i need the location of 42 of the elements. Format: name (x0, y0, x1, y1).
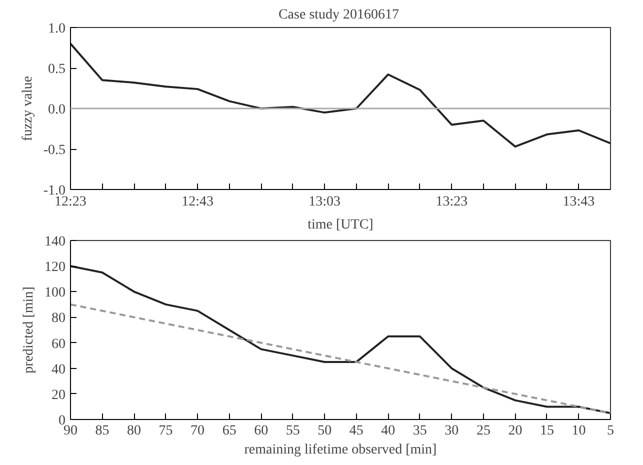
y-tick-label: 0.5 (48, 62, 66, 77)
x-tick-label: 80 (127, 424, 142, 438)
x-tick-label: 15 (540, 424, 554, 438)
line-series (70, 265, 610, 414)
x-tick-label: 10 (572, 424, 586, 438)
y-tick-label: 20 (52, 388, 66, 403)
y-tick-label: 0 (58, 414, 66, 428)
y-tick-label: 120 (44, 260, 66, 276)
y-tick-label: 1.0 (48, 22, 66, 36)
y-tick-label: 0.0 (48, 102, 66, 118)
x-tick-label: 12:23 (54, 194, 86, 210)
x-tick-label: 55 (286, 424, 300, 438)
x-tick-label: 50 (318, 424, 332, 438)
y-axis-title: fuzzy value (20, 76, 36, 141)
y-tick-label: 60 (52, 336, 66, 352)
x-tick-label: 5 (607, 424, 614, 438)
x-tick-label: 85 (95, 424, 110, 438)
x-tick-label: 13:23 (436, 194, 468, 210)
x-tick-label: 12:43 (182, 194, 214, 210)
x-tick-label: 13:43 (562, 194, 595, 210)
x-axis-title: time [UTC] (308, 218, 374, 232)
x-tick-label: 70 (190, 424, 205, 438)
line-series (70, 42, 610, 148)
x-axis-title: remaining lifetime observed [min] (244, 442, 437, 458)
y-tick-label: -0.5 (43, 143, 66, 158)
y-tick-label: 100 (44, 286, 66, 301)
y-tick-label: 40 (52, 362, 66, 378)
x-tick-label: 65 (222, 424, 236, 438)
y-axis-title: predicted [min] (22, 286, 36, 374)
x-tick-label: 25 (476, 424, 490, 438)
x-tick-label: 75 (158, 424, 173, 438)
x-tick-label: 35 (412, 424, 427, 438)
x-tick-label: 20 (508, 424, 522, 438)
x-tick-label: 13:03 (308, 194, 341, 210)
x-tick-label: 45 (349, 424, 364, 438)
y-tick-label: 80 (52, 311, 66, 326)
x-tick-label: 90 (64, 424, 78, 438)
chart-title: Case study 20160617 (278, 8, 400, 22)
x-tick-label: 60 (254, 424, 268, 438)
x-tick-label: 30 (444, 424, 459, 438)
x-tick-label: 40 (381, 424, 396, 438)
y-tick-label: 140 (44, 234, 66, 250)
